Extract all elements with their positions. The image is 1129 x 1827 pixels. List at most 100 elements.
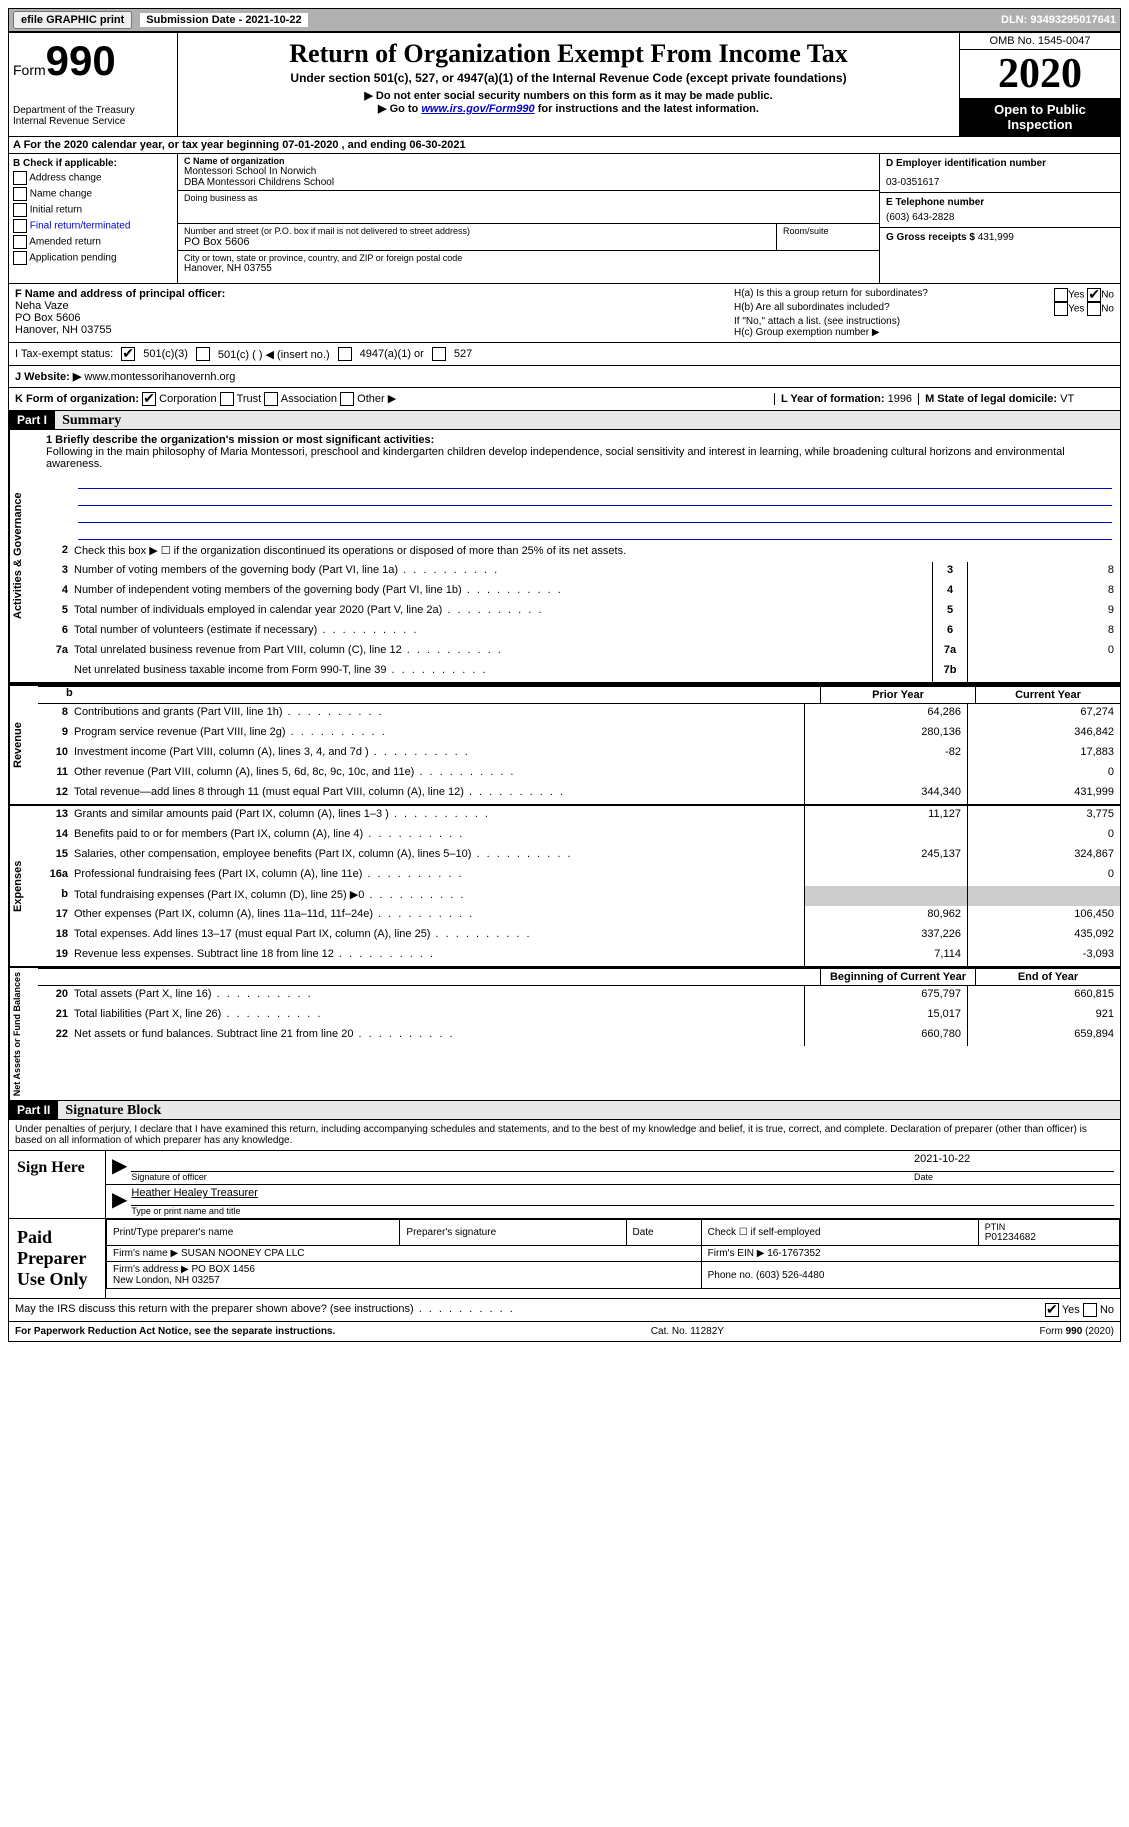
dba-label: Doing business as — [184, 193, 873, 203]
section-k: K Form of organization: Corporation Trus… — [15, 392, 766, 406]
self-employed-label: Check ☐ if self-employed — [701, 1220, 978, 1246]
state-value: VT — [1060, 393, 1074, 405]
note-2: ▶ Go to www.irs.gov/Form990 for instruct… — [182, 102, 955, 115]
efile-print-button[interactable]: efile GRAPHIC print — [13, 11, 132, 29]
section-h: H(a) Is this a group return for subordin… — [728, 284, 1120, 342]
checkbox-name-change[interactable] — [13, 187, 27, 201]
state-label: M State of legal domicile: — [925, 393, 1057, 405]
firm-ein-label: Firm's EIN ▶ — [708, 1248, 765, 1259]
officer-name: Neha Vaze — [15, 300, 722, 312]
summary-line: 17Other expenses (Part IX, column (A), l… — [38, 906, 1120, 926]
current-year-header: Current Year — [975, 687, 1120, 703]
section-d: D Employer identification number 03-0351… — [879, 154, 1120, 283]
gross-label: G Gross receipts $ — [886, 232, 975, 243]
officer-name-value: Heather Healey Treasurer — [131, 1187, 1114, 1206]
firm-name-value: SUSAN NOONEY CPA LLC — [181, 1248, 305, 1259]
checkbox-address-change[interactable] — [13, 171, 27, 185]
ha-yes-checkbox[interactable] — [1054, 288, 1068, 302]
501c3-checkbox[interactable] — [121, 347, 135, 361]
governance-vlabel: Activities & Governance — [9, 430, 38, 682]
summary-line: 14Benefits paid to or for members (Part … — [38, 826, 1120, 846]
city-label: City or town, state or province, country… — [184, 253, 873, 263]
city-value: Hanover, NH 03755 — [184, 263, 873, 274]
prep-phone-label: Phone no. — [708, 1270, 754, 1281]
inspection-label: Open to Public Inspection — [960, 98, 1120, 136]
address-value: PO Box 5606 — [184, 236, 770, 248]
checkbox-app-pending[interactable] — [13, 251, 27, 265]
officer-addr1: PO Box 5606 — [15, 312, 722, 324]
org-name-2: DBA Montessori Childrens School — [184, 177, 873, 188]
footer-left: For Paperwork Reduction Act Notice, see … — [15, 1326, 335, 1337]
top-bar: efile GRAPHIC print Submission Date - 20… — [8, 8, 1121, 32]
prior-year-header: Prior Year — [820, 687, 975, 703]
501c-checkbox[interactable] — [196, 347, 210, 361]
website-value: www.montessorihanovernh.org — [84, 371, 235, 383]
prep-phone-value: (603) 526-4480 — [756, 1270, 824, 1281]
checkbox-final-return[interactable] — [13, 219, 27, 233]
arrow-icon: ▶ — [112, 1153, 127, 1182]
summary-line: 6Total number of volunteers (estimate if… — [38, 622, 1120, 642]
hb-no-checkbox[interactable] — [1087, 302, 1101, 316]
prep-date-label: Date — [626, 1220, 701, 1246]
ha-no-checkbox[interactable] — [1087, 288, 1101, 302]
arrow-icon-2: ▶ — [112, 1187, 127, 1216]
hb-yes-checkbox[interactable] — [1054, 302, 1068, 316]
hc-label: H(c) Group exemption number ▶ — [734, 327, 1114, 338]
section-b: B Check if applicable: Address change Na… — [9, 154, 178, 283]
org-name-1: Montessori School In Norwich — [184, 166, 873, 177]
room-label: Room/suite — [777, 224, 879, 250]
irs-link[interactable]: www.irs.gov/Form990 — [421, 103, 534, 115]
end-year-header: End of Year — [975, 969, 1120, 985]
summary-line: 19Revenue less expenses. Subtract line 1… — [38, 946, 1120, 966]
mission-text: Following in the main philosophy of Mari… — [46, 446, 1112, 470]
corp-checkbox[interactable] — [142, 392, 156, 406]
officer-addr2: Hanover, NH 03755 — [15, 324, 722, 336]
year-formation-value: 1996 — [888, 393, 912, 405]
section-b-label: B Check if applicable: — [13, 158, 173, 169]
summary-line: 22Net assets or fund balances. Subtract … — [38, 1026, 1120, 1046]
discuss-no-checkbox[interactable] — [1083, 1303, 1097, 1317]
form-number: 990 — [46, 37, 116, 84]
dln-label: DLN: 93493295017641 — [1001, 14, 1116, 26]
summary-line: 12Total revenue—add lines 8 through 11 (… — [38, 784, 1120, 804]
summary-line: 10Investment income (Part VIII, column (… — [38, 744, 1120, 764]
section-j: J Website: ▶ www.montessorihanovernh.org — [15, 370, 1114, 383]
assoc-checkbox[interactable] — [264, 392, 278, 406]
footer-right: Form 990 (2020) — [1040, 1326, 1114, 1337]
hb-note: If "No," attach a list. (see instruction… — [734, 316, 1114, 327]
addr-label: Number and street (or P.O. box if mail i… — [184, 226, 770, 236]
checkbox-initial-return[interactable] — [13, 203, 27, 217]
part2-header: Part II — [9, 1101, 58, 1119]
summary-line: 21Total liabilities (Part X, line 26)15,… — [38, 1006, 1120, 1026]
expenses-vlabel: Expenses — [9, 806, 38, 966]
revenue-vlabel: Revenue — [9, 686, 38, 804]
summary-line: 7aTotal unrelated business revenue from … — [38, 642, 1120, 662]
summary-line: 13Grants and similar amounts paid (Part … — [38, 806, 1120, 826]
summary-line: 11Other revenue (Part VIII, column (A), … — [38, 764, 1120, 784]
footer-mid: Cat. No. 11282Y — [335, 1326, 1039, 1337]
omb-number: OMB No. 1545-0047 — [960, 33, 1120, 50]
part1-header: Part I — [9, 411, 55, 429]
summary-line: 20Total assets (Part X, line 16)675,7976… — [38, 986, 1120, 1006]
discuss-label: May the IRS discuss this return with the… — [15, 1303, 515, 1317]
527-checkbox[interactable] — [432, 347, 446, 361]
other-checkbox[interactable] — [340, 392, 354, 406]
preparer-table: Print/Type preparer's name Preparer's si… — [106, 1219, 1120, 1289]
4947-checkbox[interactable] — [338, 347, 352, 361]
summary-line: bTotal fundraising expenses (Part IX, co… — [38, 886, 1120, 906]
summary-line: Net unrelated business taxable income fr… — [38, 662, 1120, 682]
tax-year: 2020 — [960, 50, 1120, 98]
part2-title: Signature Block — [65, 1103, 161, 1118]
begin-year-header: Beginning of Current Year — [820, 969, 975, 985]
trust-checkbox[interactable] — [220, 392, 234, 406]
form-prefix: Form — [13, 62, 46, 78]
checkbox-amended[interactable] — [13, 235, 27, 249]
paid-preparer-label: Paid Preparer Use Only — [9, 1219, 105, 1298]
ha-label: H(a) Is this a group return for subordin… — [734, 288, 928, 302]
ptin-value: P01234682 — [985, 1232, 1113, 1243]
hb-label: H(b) Are all subordinates included? — [734, 302, 890, 316]
summary-line: 5Total number of individuals employed in… — [38, 602, 1120, 622]
discuss-yes-checkbox[interactable] — [1045, 1303, 1059, 1317]
phone-value: (603) 643-2828 — [886, 212, 1114, 223]
tax-exempt-label: I Tax-exempt status: — [15, 348, 113, 360]
